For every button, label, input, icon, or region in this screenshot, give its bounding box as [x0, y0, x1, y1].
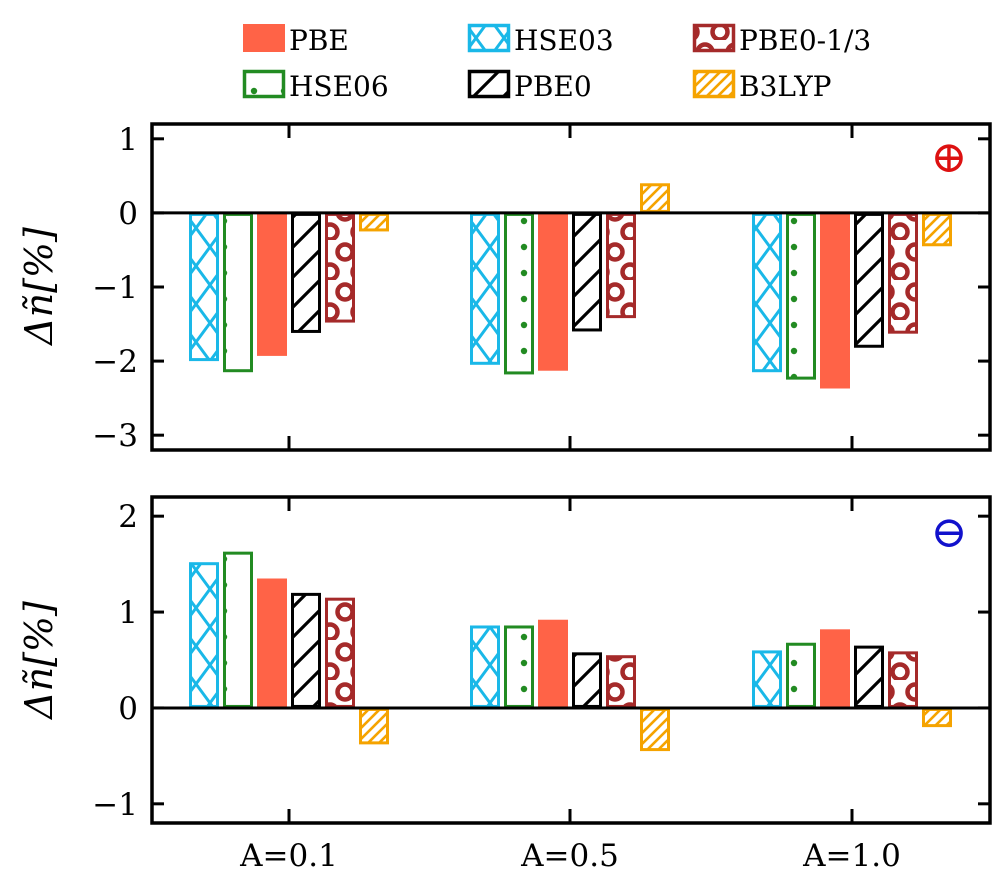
- legend-label-pbe0-1-3: PBE0-1/3: [739, 24, 871, 57]
- bottom-panel: −1 0 1 2 Δñ[%] ⊖: [17, 497, 990, 823]
- top-y-tick-label: 0: [118, 196, 138, 232]
- legend-label-hse06: HSE06: [289, 70, 389, 103]
- top-y-tick-label: −1: [92, 270, 138, 306]
- legend-label-pbe0: PBE0: [514, 70, 592, 103]
- legend: PBE HSE03 PBE0-1/3 HSE06 PBE0 B3LYP: [243, 24, 871, 103]
- legend-swatch-pbe: [243, 24, 285, 52]
- top-y-axis-label: Δñ[%]: [17, 227, 61, 347]
- bottom-bars: [191, 553, 951, 749]
- x-tick-label-a-1-0: A=1.0: [802, 838, 901, 874]
- bottom-y-axis-label: Δñ[%]: [17, 601, 61, 721]
- bottom-y-tick-label: 2: [118, 499, 138, 535]
- x-tick-label-a-0-5: A=0.5: [520, 838, 619, 874]
- top-bar-pbe-a-0-1: [257, 213, 287, 356]
- legend-swatch-b3lyp: [695, 72, 734, 97]
- top-y-tick-label: −3: [92, 418, 138, 454]
- bottom-y-tick-label: −1: [92, 787, 138, 823]
- bottom-bar-pbe-a-1-0: [820, 629, 850, 708]
- x-axis-category-labels: A=0.1 A=0.5 A=1.0: [239, 838, 901, 874]
- top-y-tick-label: −2: [92, 344, 138, 380]
- legend-label-hse03: HSE03: [514, 24, 614, 57]
- top-panel: −3 −2 −1 0 1 Δñ[%] ⊕: [17, 122, 990, 454]
- legend-label-b3lyp: B3LYP: [739, 70, 832, 103]
- legend-swatch-pbe0: [470, 72, 509, 97]
- bar-chart-figure: PBE HSE03 PBE0-1/3 HSE06 PBE0 B3LYP −3 −2 −1 0 1 …: [0, 0, 1002, 881]
- legend-swatch-pbe0-1-3: [695, 26, 734, 51]
- negative-charge-symbol: ⊖: [931, 507, 968, 558]
- top-y-tick-label: 1: [118, 122, 138, 158]
- top-bar-pbe-a-1-0: [820, 213, 850, 389]
- legend-label-pbe: PBE: [289, 24, 349, 57]
- legend-swatch-hse06: [245, 72, 284, 97]
- top-bars: [191, 185, 951, 389]
- bottom-bar-pbe-a-0-1: [257, 579, 287, 708]
- legend-swatch-hse03: [470, 26, 509, 51]
- bottom-bar-pbe-a-0-5: [538, 620, 568, 708]
- x-tick-label-a-0-1: A=0.1: [239, 838, 338, 874]
- positive-charge-symbol: ⊕: [931, 132, 968, 183]
- top-bar-pbe-a-0-5: [538, 213, 568, 371]
- bottom-y-tick-label: 1: [118, 595, 138, 631]
- bottom-y-tick-label: 0: [118, 691, 138, 727]
